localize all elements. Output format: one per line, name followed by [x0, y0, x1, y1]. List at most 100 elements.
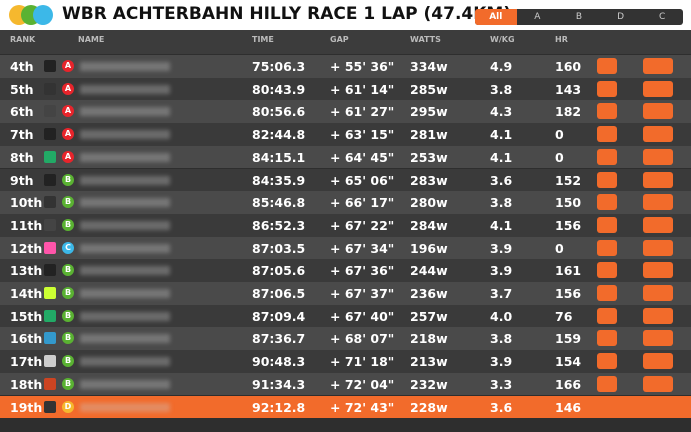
ride-on-button[interactable] [597, 126, 617, 143]
jersey [44, 355, 56, 368]
title: WBR ACHTERBAHN HILLY RACE 1 LAP (47.4KM) [62, 4, 512, 24]
watts: 257w [410, 308, 448, 324]
heart-rate: 161 [555, 263, 582, 279]
wkg: 3.3 [490, 376, 513, 392]
logo [9, 5, 53, 25]
follow-button[interactable] [643, 103, 673, 120]
watts: 236w [410, 286, 448, 301]
ride-on-button[interactable] [597, 58, 617, 74]
wkg: 3.8 [490, 195, 513, 211]
result-row: 6th A 80:56.6 + 61' 27" 295w 4.3 182 [0, 100, 691, 124]
time: 80:43.9 [252, 81, 306, 97]
wkg: 3.9 [490, 263, 513, 279]
watts: 196w [410, 240, 448, 256]
follow-button[interactable] [643, 262, 673, 279]
gap: + 67' 22" [330, 217, 395, 233]
follow-button[interactable] [643, 307, 673, 324]
result-row: 9th B 84:35.9 + 65' 06" 283w 3.6 152 [0, 168, 691, 192]
time: 80:56.6 [252, 104, 306, 120]
category-badge: B [62, 377, 74, 390]
watts: 281w [410, 127, 448, 143]
heart-rate: 156 [555, 286, 582, 301]
rank: 14th [10, 286, 43, 301]
follow-button[interactable] [643, 58, 673, 74]
rank: 17th [10, 354, 43, 370]
name-blurred [80, 107, 170, 117]
name-blurred [80, 243, 170, 253]
ride-on-button[interactable] [597, 330, 617, 347]
heart-rate: 0 [555, 149, 564, 165]
gap: + 67' 34" [330, 240, 395, 256]
heart-rate: 143 [555, 81, 582, 97]
tab[interactable]: D [617, 12, 625, 22]
ride-on-button[interactable] [597, 239, 617, 256]
jersey [44, 196, 56, 209]
time: 84:15.1 [252, 149, 306, 165]
jersey [44, 400, 56, 413]
watts: 244w [410, 263, 448, 279]
follow-button[interactable] [643, 353, 673, 370]
gap: + 61' 14" [330, 81, 395, 97]
ride-on-button[interactable] [597, 80, 617, 97]
result-row: 5th A 80:43.9 + 61' 14" 285w 3.8 143 [0, 77, 691, 101]
rank: 8th [10, 149, 34, 165]
category-badge: B [62, 196, 74, 209]
follow-button[interactable] [643, 216, 673, 233]
ride-on-button[interactable] [597, 353, 617, 370]
ride-on-button[interactable] [597, 375, 617, 392]
follow-button[interactable] [643, 148, 673, 165]
watts: 228w [410, 399, 448, 415]
tabs: All A B D C [475, 9, 683, 25]
time: 86:52.3 [252, 217, 306, 233]
ride-on-button[interactable] [597, 307, 617, 324]
rank: 9th [10, 172, 34, 188]
wkg: 3.7 [490, 286, 513, 301]
follow-button[interactable] [643, 194, 673, 211]
tab[interactable]: B [575, 12, 583, 22]
heart-rate: 76 [555, 308, 573, 324]
ride-on-button[interactable] [597, 194, 617, 211]
ride-on-button[interactable] [597, 285, 617, 301]
time: 90:48.3 [252, 354, 306, 370]
result-row: 8th A 84:15.1 + 64' 45" 253w 4.1 0 [0, 145, 691, 169]
ride-on-button[interactable] [597, 103, 617, 120]
time: 87:05.6 [252, 263, 306, 279]
follow-button[interactable] [643, 80, 673, 97]
follow-button[interactable] [643, 285, 673, 301]
tab[interactable]: A [534, 12, 541, 22]
follow-button[interactable] [643, 330, 673, 347]
category-badge: B [62, 309, 74, 322]
watts: 285w [410, 81, 448, 97]
ride-on-button[interactable] [597, 262, 617, 279]
category-badge: B [62, 355, 74, 368]
rank: 4th [10, 59, 34, 74]
tab[interactable]: C [659, 12, 666, 22]
follow-button[interactable] [643, 375, 673, 392]
follow-button[interactable] [643, 126, 673, 143]
category-badge: A [62, 60, 74, 72]
heart-rate: 150 [555, 195, 582, 211]
ride-on-button[interactable] [597, 171, 617, 188]
rank: 11th [10, 217, 43, 233]
tab[interactable]: All [475, 9, 517, 25]
category-badge: D [62, 400, 74, 413]
jersey [44, 377, 56, 390]
time: 91:34.3 [252, 376, 306, 392]
ride-on-button[interactable] [597, 216, 617, 233]
ride-on-button[interactable] [597, 148, 617, 165]
name-blurred [80, 198, 170, 208]
follow-button[interactable] [643, 171, 673, 188]
gap: + 68' 07" [330, 331, 395, 347]
rank: 7th [10, 127, 34, 143]
gap: + 66' 17" [330, 195, 395, 211]
follow-button[interactable] [643, 239, 673, 256]
name-blurred [80, 152, 170, 162]
column-label: RANK [10, 35, 36, 44]
jersey [44, 332, 56, 345]
jersey [44, 82, 56, 95]
result-row: 11th B 86:52.3 + 67' 22" 284w 4.1 156 [0, 213, 691, 237]
time: 87:06.5 [252, 286, 306, 301]
jersey [44, 173, 56, 186]
wkg: 3.8 [490, 81, 513, 97]
